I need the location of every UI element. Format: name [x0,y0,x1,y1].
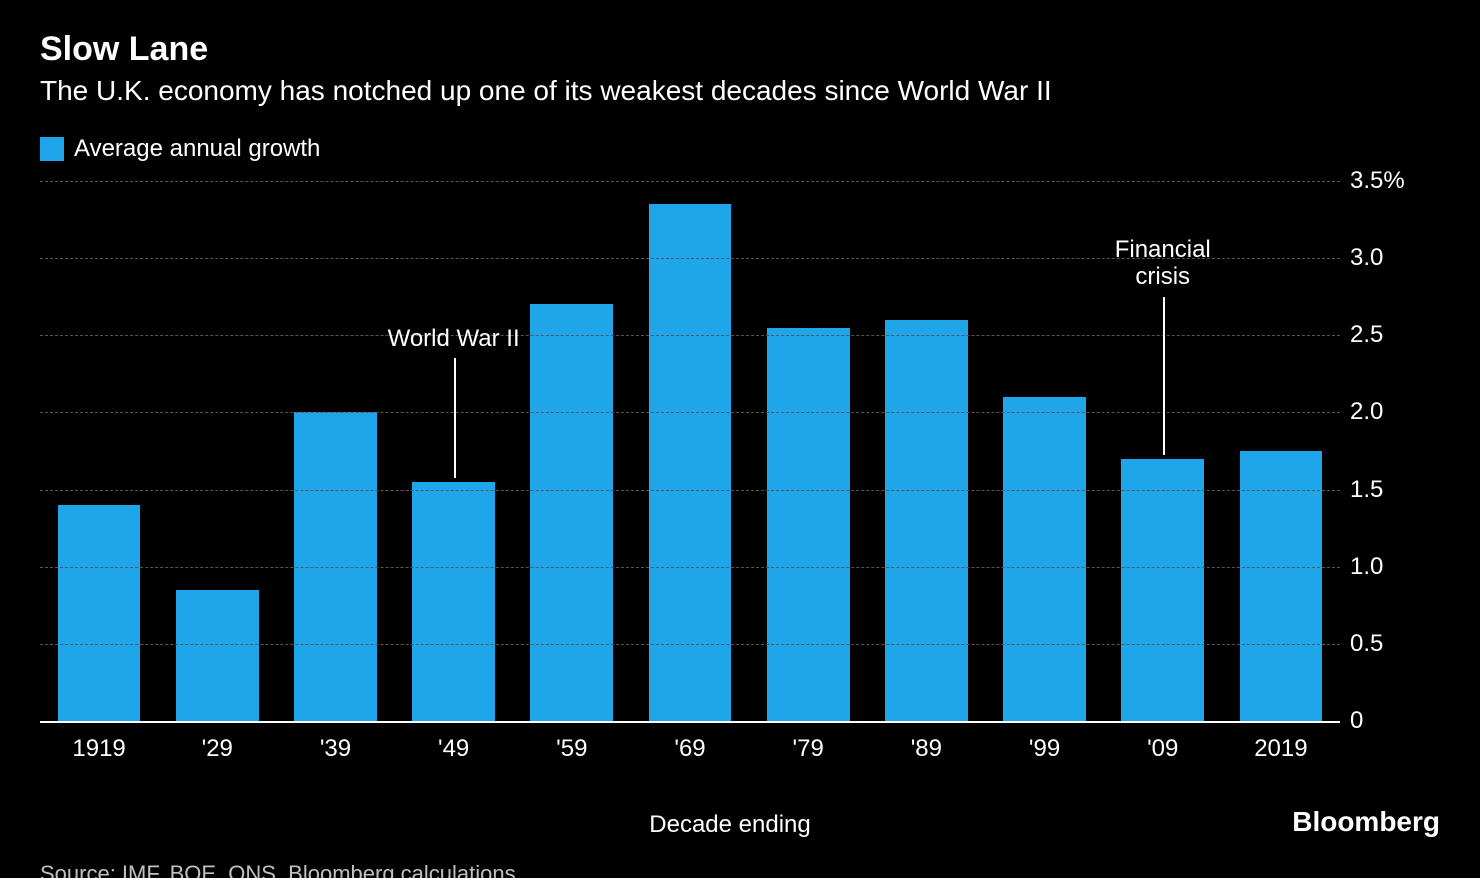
y-tick-label: 3.0 [1350,244,1420,272]
chart-area: 00.51.01.52.02.53.03.5%World War IIFinan… [40,181,1420,839]
y-tick-label: 2.5 [1350,321,1420,349]
gridline [40,335,1340,336]
x-tick-label: '99 [1029,735,1060,763]
chart-subtitle: The U.K. economy has notched up one of i… [40,75,1440,107]
annotation-label: Financialcrisis [1115,236,1211,291]
gridline [40,412,1340,413]
bar [412,482,495,721]
chart-container: Slow Lane The U.K. economy has notched u… [0,0,1480,878]
x-tick-label: '89 [911,735,942,763]
gridline [40,567,1340,568]
bar [1003,397,1086,721]
gridline [40,644,1340,645]
bar [58,505,141,721]
x-tick-label: '69 [674,735,705,763]
annotation-line [454,358,456,477]
y-tick-label: 2.0 [1350,398,1420,426]
brand-logo: Bloomberg [1292,806,1440,838]
legend-swatch [40,137,64,161]
y-tick-label: 3.5% [1350,167,1420,195]
gridline [40,490,1340,491]
chart-title: Slow Lane [40,30,1440,69]
x-tick-label: '59 [556,735,587,763]
bar [885,320,968,721]
legend-label: Average annual growth [74,135,320,163]
bar [1121,459,1204,721]
x-tick-label: '39 [320,735,351,763]
y-tick-label: 1.0 [1350,553,1420,581]
x-tick-label: '29 [202,735,233,763]
x-axis-title: Decade ending [40,811,1420,839]
legend: Average annual growth [40,135,1440,163]
plot-area: 00.51.01.52.02.53.03.5%World War IIFinan… [40,181,1340,721]
bar [176,590,259,721]
x-tick-label: '79 [793,735,824,763]
bar [530,304,613,721]
x-tick-label: '09 [1147,735,1178,763]
annotation-line [1163,297,1165,455]
x-tick-label: '49 [438,735,469,763]
x-axis-labels: 1919 '29 '39 '49 '59 '69 '79 '89 '99 '09 2019 [40,721,1340,761]
source-text: Source: IMF, BOE, ONS, Bloomberg calcula… [40,861,1440,878]
y-tick-label: 0 [1350,707,1420,735]
annotation-label: World War II [388,325,520,353]
bar [767,328,850,721]
x-tick-label: 1919 [72,735,125,763]
y-tick-label: 0.5 [1350,630,1420,658]
gridline [40,181,1340,182]
bar [1240,451,1323,721]
y-tick-label: 1.5 [1350,476,1420,504]
x-tick-label: 2019 [1254,735,1307,763]
